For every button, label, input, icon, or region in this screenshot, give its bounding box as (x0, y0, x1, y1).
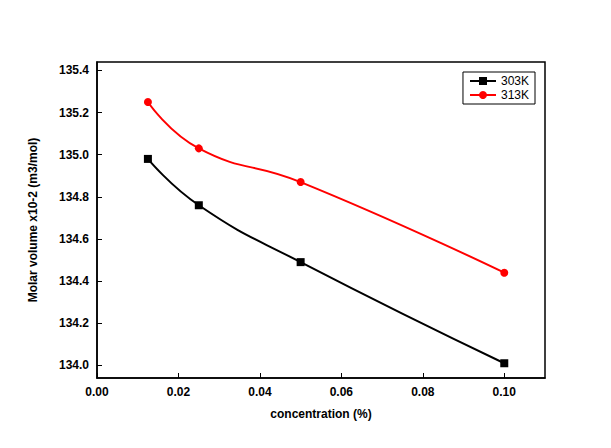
svg-text:0.06: 0.06 (330, 385, 354, 399)
svg-text:134.8: 134.8 (59, 190, 89, 204)
svg-text:303K: 303K (501, 74, 529, 88)
svg-text:135.4: 135.4 (59, 63, 89, 77)
svg-text:135.0: 135.0 (59, 148, 89, 162)
svg-text:0.02: 0.02 (167, 385, 191, 399)
svg-text:0.04: 0.04 (248, 385, 272, 399)
svg-text:0.00: 0.00 (85, 385, 109, 399)
svg-text:0.08: 0.08 (411, 385, 435, 399)
svg-text:134.4: 134.4 (59, 274, 89, 288)
svg-text:135.2: 135.2 (59, 106, 89, 120)
svg-text:0.10: 0.10 (493, 385, 517, 399)
svg-text:313K: 313K (501, 88, 529, 102)
svg-text:134.2: 134.2 (59, 316, 89, 330)
svg-text:134.0: 134.0 (59, 358, 89, 372)
svg-text:concentration (%): concentration (%) (270, 407, 371, 421)
svg-text:134.6: 134.6 (59, 232, 89, 246)
svg-text:Molar volume x10-2 (m3/mol): Molar volume x10-2 (m3/mol) (26, 138, 40, 303)
